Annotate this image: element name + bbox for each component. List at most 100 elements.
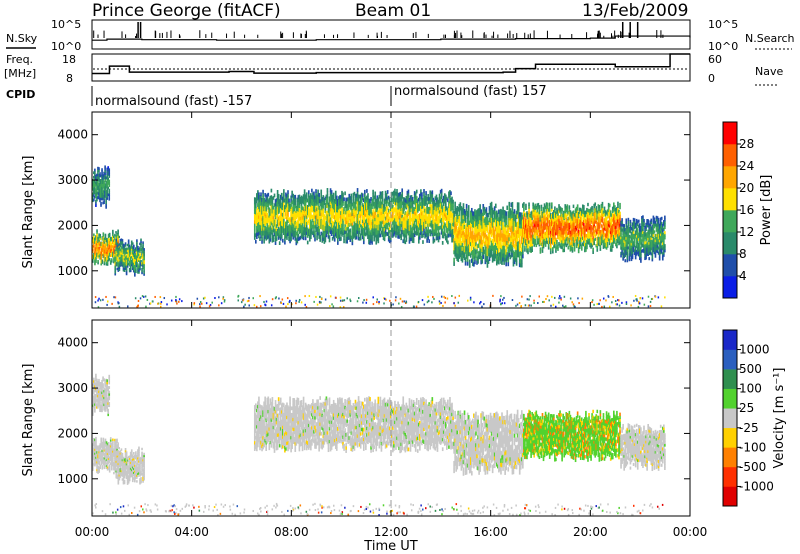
echo-cell	[463, 240, 466, 245]
echo-cell	[565, 226, 568, 230]
echo-cell	[253, 206, 256, 211]
echo-cell	[474, 236, 476, 241]
echo-cell	[381, 191, 384, 195]
echo-cell	[554, 215, 556, 219]
echo-cell	[319, 225, 322, 229]
echo-cell	[342, 211, 344, 216]
echo-cell	[446, 206, 448, 211]
echo-cell	[490, 205, 493, 211]
echo-cell	[570, 223, 573, 228]
echo-cell	[552, 232, 554, 237]
echo-cell	[373, 218, 375, 222]
echo-cell	[308, 215, 311, 219]
echo-cell	[425, 207, 427, 212]
echo-cell	[472, 226, 474, 232]
echo-cell	[292, 196, 295, 201]
echo-cell	[123, 263, 126, 267]
echo-cell	[403, 203, 406, 208]
echo-cell	[359, 223, 362, 228]
echo-cell	[106, 247, 109, 251]
echo-cell	[446, 225, 448, 230]
echo-cell	[260, 192, 262, 197]
echo-cell	[590, 236, 592, 240]
echo-cell	[493, 245, 496, 250]
echo-cell	[485, 246, 488, 251]
echo-cell	[357, 201, 360, 205]
echo-cell	[569, 224, 572, 229]
echo-cell	[473, 215, 475, 220]
echo-cell	[113, 256, 115, 260]
echo-cell	[413, 217, 416, 221]
echo-cell	[331, 223, 334, 228]
echo-cell	[530, 211, 532, 216]
echo-cell	[562, 225, 564, 229]
echo-cell	[539, 229, 542, 234]
echo-cell	[315, 189, 317, 193]
echo-cell	[515, 237, 518, 243]
echo-cell	[325, 227, 328, 231]
echo-cell	[428, 229, 431, 234]
echo-cell	[552, 212, 554, 216]
echo-cell	[449, 228, 451, 233]
echo-cell	[503, 233, 505, 238]
echo-cell	[532, 205, 535, 209]
echo-cell	[380, 230, 383, 235]
echo-cell	[422, 223, 424, 228]
echo-cell	[411, 196, 414, 201]
echo-cell	[296, 197, 299, 202]
echo-cell	[465, 242, 468, 248]
echo-cell	[298, 194, 301, 199]
echo-cell	[96, 241, 98, 244]
echo-cell	[367, 212, 369, 217]
echo-cell	[459, 245, 462, 250]
echo-cell	[542, 227, 545, 231]
echo-cell	[538, 205, 541, 209]
echo-cell	[527, 239, 529, 243]
echo-cell	[290, 231, 292, 235]
echo-cell	[590, 216, 592, 220]
echo-cell	[474, 232, 476, 237]
echo-cell	[96, 246, 98, 250]
echo-cell	[513, 224, 516, 230]
echo-cell	[519, 224, 522, 229]
echo-cell	[131, 263, 134, 267]
echo-cell	[527, 227, 529, 231]
echo-cell	[556, 207, 558, 212]
echo-cell	[421, 211, 423, 216]
echo-cell	[474, 209, 476, 214]
echo-cell	[366, 215, 368, 219]
echo-cell	[523, 207, 525, 212]
echo-cell	[123, 244, 126, 247]
echo-cell	[588, 209, 590, 213]
echo-cell	[273, 209, 276, 214]
echo-cell	[438, 203, 441, 208]
echo-cell	[483, 226, 486, 231]
echo-cell	[417, 233, 420, 238]
echo-cell	[570, 235, 573, 240]
echo-cell	[350, 219, 353, 224]
echo-cell	[113, 239, 115, 242]
echo-cell	[464, 230, 467, 235]
echo-cell	[391, 191, 393, 196]
echo-cell	[442, 231, 445, 236]
echo-cell	[541, 249, 544, 253]
echo-cell	[350, 203, 353, 208]
echo-cell	[142, 256, 144, 260]
echo-cell	[270, 211, 273, 216]
echo-cell	[263, 200, 265, 205]
echo-cell	[103, 171, 105, 175]
echo-cell	[431, 229, 434, 234]
echo-cell	[492, 245, 495, 250]
echo-cell	[292, 193, 295, 198]
echo-cell	[330, 203, 333, 207]
echo-cell	[348, 193, 351, 198]
echo-cell	[495, 210, 498, 215]
echo-cell	[543, 220, 546, 225]
echo-cell	[516, 252, 519, 258]
echo-cell	[370, 219, 372, 224]
echo-cell	[320, 192, 323, 197]
echo-cell	[284, 221, 286, 226]
echo-cell	[561, 231, 563, 235]
echo-cell	[350, 213, 353, 217]
echo-cell	[502, 229, 504, 235]
